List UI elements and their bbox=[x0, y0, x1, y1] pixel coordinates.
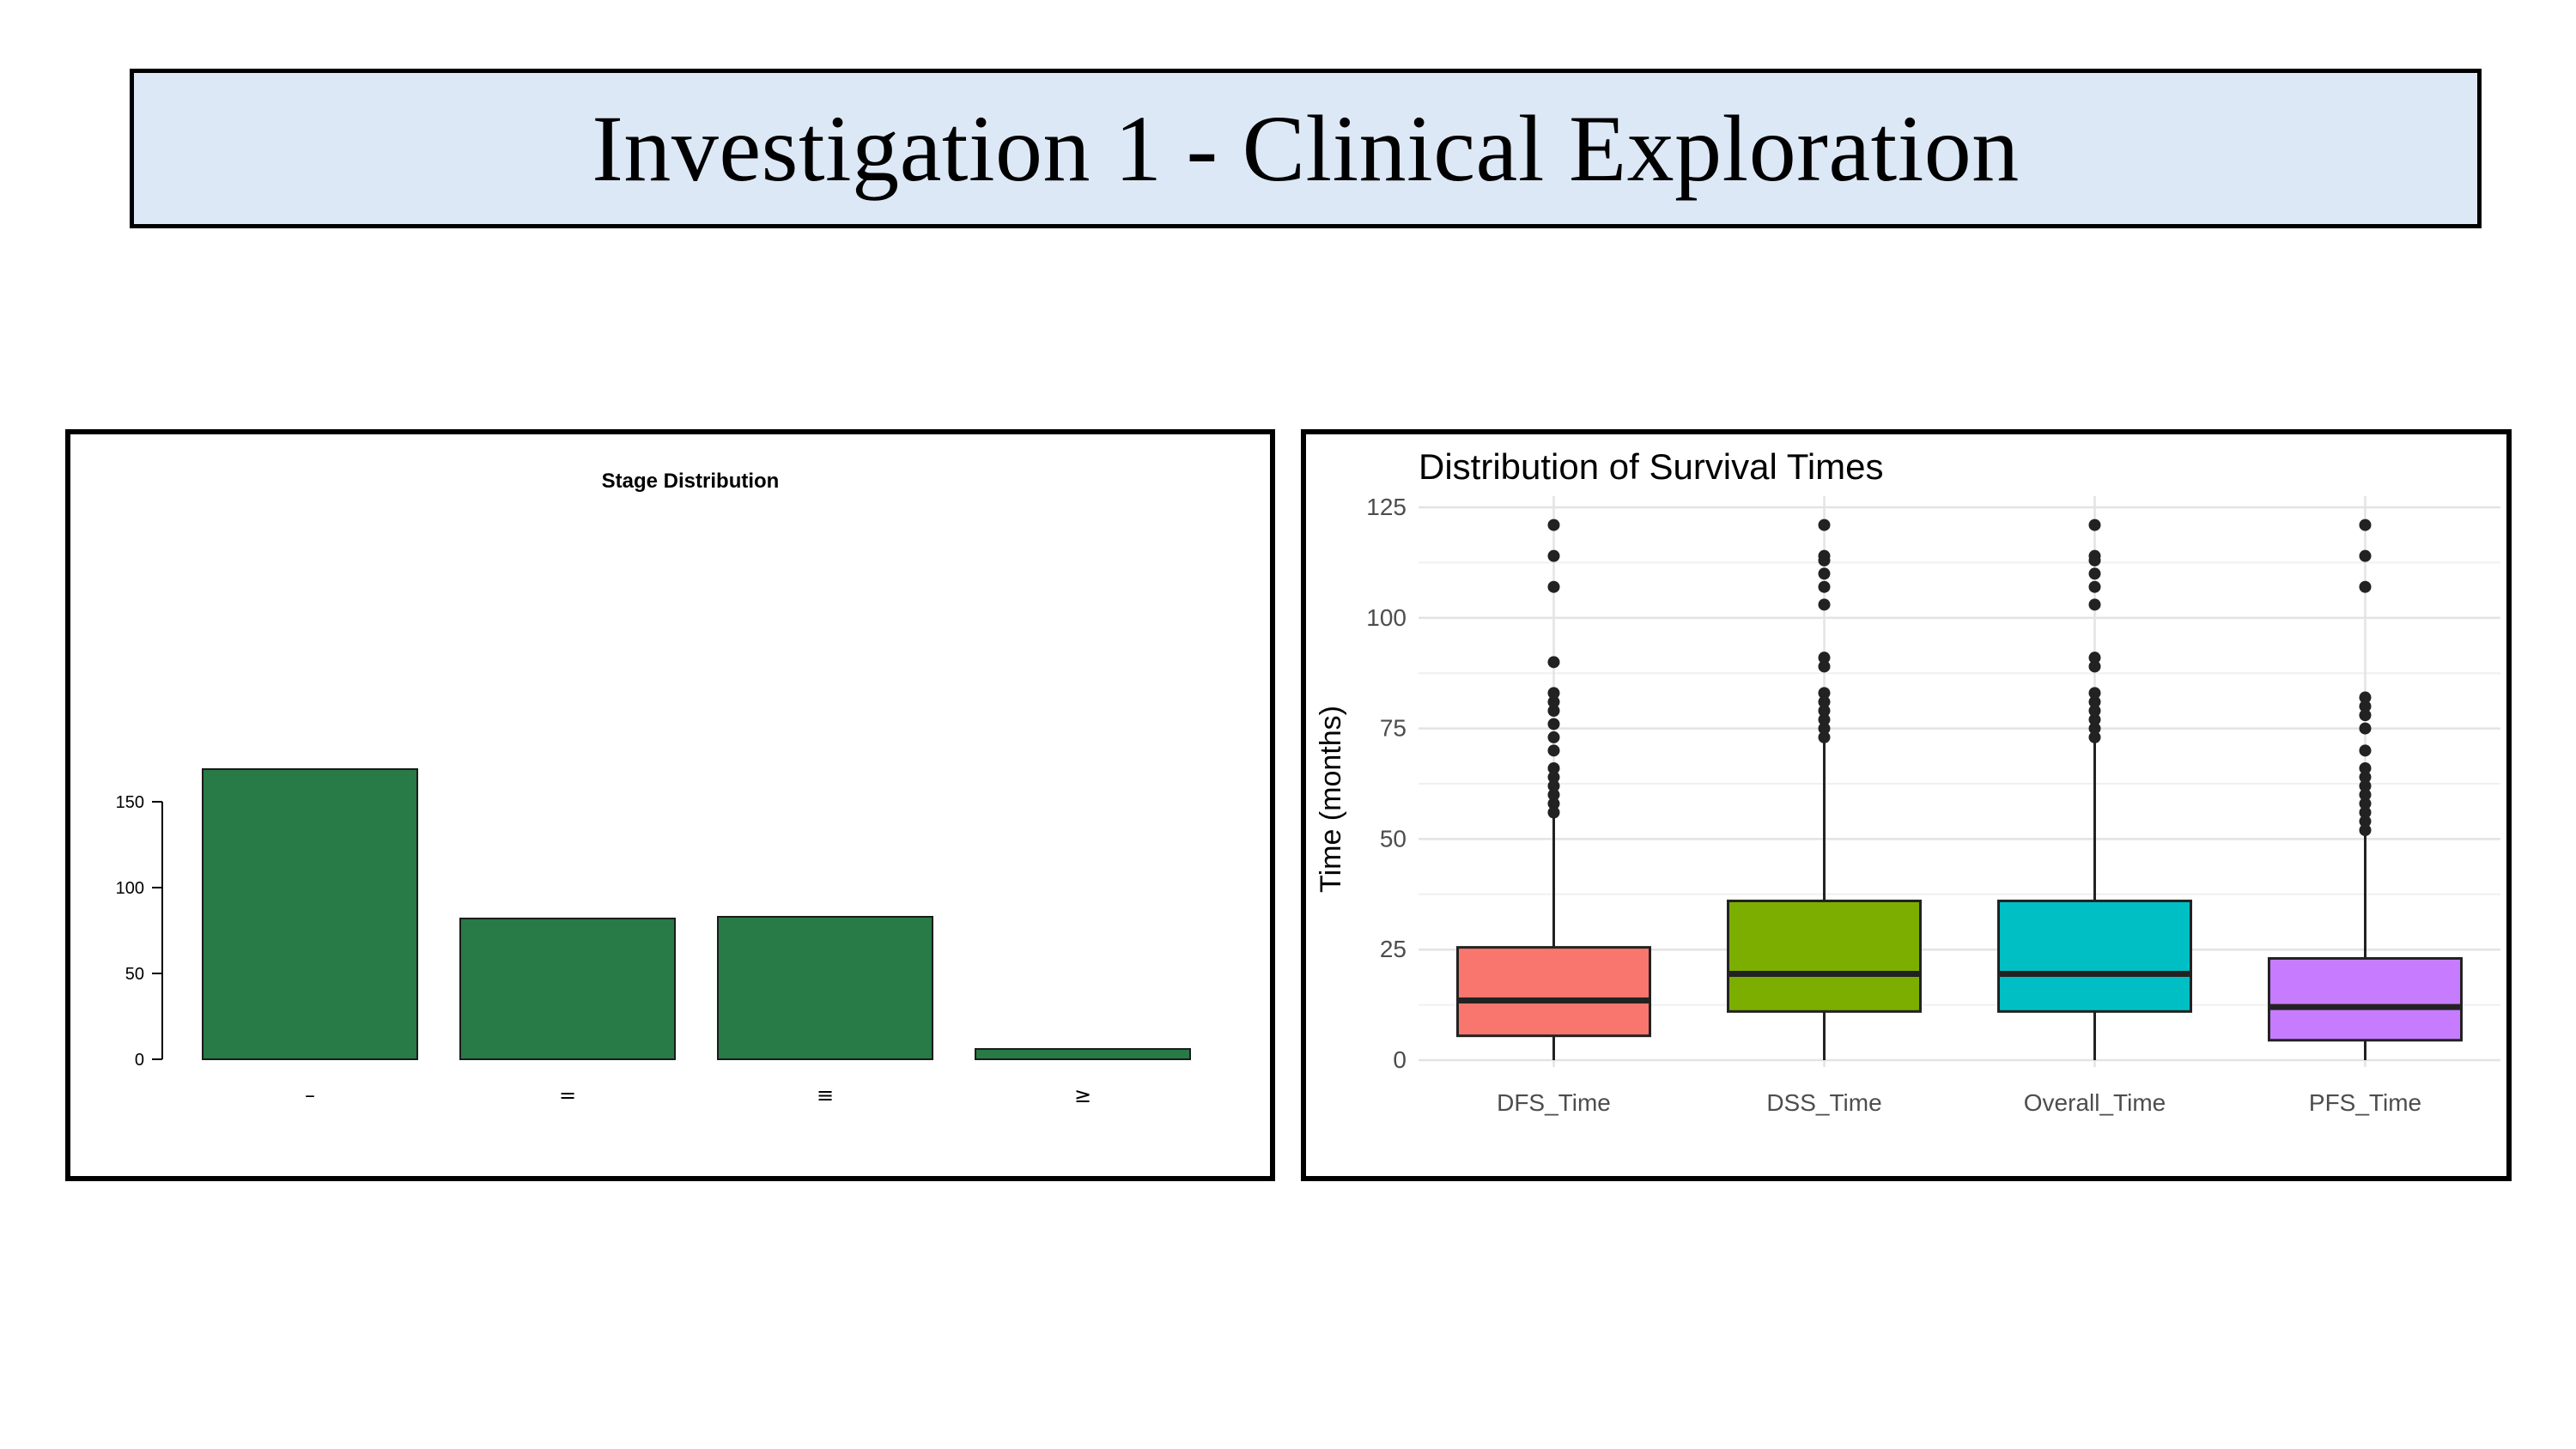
outlier-point bbox=[2088, 704, 2101, 717]
outlier-point bbox=[1547, 731, 1560, 743]
box bbox=[1997, 900, 2192, 1013]
x-tick-label: Overall_Time bbox=[2024, 1089, 2166, 1116]
outlier-point bbox=[1547, 718, 1560, 731]
y-tick-label: 150 bbox=[116, 793, 144, 812]
outlier-point bbox=[1818, 518, 1831, 531]
box bbox=[2268, 957, 2463, 1042]
chart-title: Distribution of Survival Times bbox=[1419, 446, 1884, 487]
box bbox=[1456, 946, 1651, 1038]
outlier-point bbox=[1547, 704, 1560, 717]
x-tick-label: ≡ bbox=[817, 1083, 834, 1107]
outlier-point bbox=[2088, 567, 2101, 580]
x-tick-label: = bbox=[559, 1083, 576, 1107]
stage-distribution-panel: Stage Distribution 0 50 100 150 – = ≡ ≥ bbox=[65, 429, 1275, 1181]
outlier-point bbox=[2359, 700, 2372, 712]
bar bbox=[459, 918, 676, 1060]
bar bbox=[717, 916, 933, 1060]
outlier-point bbox=[1818, 722, 1831, 735]
outlier-point bbox=[2359, 549, 2372, 562]
outlier-point bbox=[1547, 580, 1560, 593]
outlier-point bbox=[1818, 580, 1831, 593]
bar bbox=[202, 768, 418, 1060]
survival-times-panel: 0 25 50 75 100 125 DFS_Time DSS_Time Overall_Tim… bbox=[1301, 429, 2512, 1181]
y-tick-label: 0 bbox=[1393, 1046, 1406, 1073]
outlier-point bbox=[2088, 722, 2101, 735]
outlier-point bbox=[2359, 797, 2372, 810]
outlier-point bbox=[2359, 744, 2372, 757]
outlier-point bbox=[2359, 518, 2372, 531]
outlier-point bbox=[1547, 656, 1560, 669]
bar bbox=[975, 1048, 1191, 1060]
title-banner: Investigation 1 - Clinical Exploration bbox=[130, 69, 2482, 228]
outlier-point bbox=[1547, 779, 1560, 792]
outlier-point bbox=[1547, 761, 1560, 774]
y-tick-label: 0 bbox=[135, 1051, 144, 1070]
outlier-point bbox=[1547, 549, 1560, 562]
outlier-point bbox=[2359, 815, 2372, 828]
outlier-point bbox=[1818, 660, 1831, 673]
outlier-point bbox=[2088, 660, 2101, 673]
outlier-point bbox=[2088, 731, 2101, 743]
survival-times-chart: 0 25 50 75 100 125 DFS_Time DSS_Time Overall_Tim… bbox=[1315, 446, 2500, 1116]
outlier-point bbox=[2359, 771, 2372, 784]
outlier-point bbox=[2359, 806, 2372, 819]
page-title: Investigation 1 - Clinical Exploration bbox=[592, 95, 2020, 201]
outlier-point bbox=[1818, 567, 1831, 580]
x-tick-label: DFS_Time bbox=[1497, 1089, 1611, 1116]
outlier-point bbox=[1818, 687, 1831, 700]
chart-title: Stage Distribution bbox=[602, 470, 780, 493]
outlier-point bbox=[1547, 771, 1560, 784]
outlier-point bbox=[1818, 549, 1831, 562]
outlier-point bbox=[1547, 806, 1560, 819]
outlier-point bbox=[1547, 687, 1560, 700]
outlier-point bbox=[2359, 788, 2372, 801]
outlier-point bbox=[2088, 695, 2101, 708]
outlier-point bbox=[2359, 580, 2372, 593]
outlier-point bbox=[2359, 691, 2372, 704]
outlier-point bbox=[2359, 722, 2372, 735]
outlier-point bbox=[2088, 580, 2101, 593]
outlier-point bbox=[1547, 518, 1560, 531]
y-tick-label: 50 bbox=[125, 965, 144, 984]
box bbox=[1727, 900, 1922, 1013]
outlier-point bbox=[2088, 598, 2101, 611]
y-axis-label: Time (months) bbox=[1315, 706, 1347, 893]
outlier-point bbox=[2088, 652, 2101, 664]
outlier-point bbox=[2088, 549, 2101, 562]
outlier-point bbox=[2359, 779, 2372, 792]
y-tick-label: 125 bbox=[1366, 494, 1406, 520]
y-tick-label: 50 bbox=[1380, 825, 1406, 852]
outlier-point bbox=[1547, 744, 1560, 757]
outlier-point bbox=[2088, 713, 2101, 726]
x-tick-label: DSS_Time bbox=[1766, 1089, 1881, 1116]
stage-distribution-chart: Stage Distribution 0 50 100 150 – = ≡ ≥ bbox=[116, 470, 1191, 1107]
x-tick-label: – bbox=[305, 1083, 315, 1107]
outlier-point bbox=[1818, 598, 1831, 611]
outlier-point bbox=[1547, 695, 1560, 708]
outlier-point bbox=[2359, 709, 2372, 722]
y-tick-label: 100 bbox=[116, 879, 144, 898]
outlier-point bbox=[1818, 695, 1831, 708]
outlier-point bbox=[2359, 761, 2372, 774]
x-tick-label: PFS_Time bbox=[2309, 1089, 2421, 1116]
outlier-point bbox=[1818, 713, 1831, 726]
x-tick-label: ≥ bbox=[1074, 1083, 1091, 1107]
y-tick-label: 25 bbox=[1380, 936, 1406, 962]
outlier-point bbox=[2088, 687, 2101, 700]
outlier-point bbox=[1818, 704, 1831, 717]
outlier-point bbox=[1547, 788, 1560, 801]
outlier-point bbox=[1547, 797, 1560, 810]
outlier-point bbox=[2359, 824, 2372, 837]
outlier-point bbox=[2088, 518, 2101, 531]
y-tick-label: 75 bbox=[1380, 715, 1406, 742]
outlier-point bbox=[1818, 731, 1831, 743]
y-tick-label: 100 bbox=[1366, 604, 1406, 631]
outlier-point bbox=[1818, 652, 1831, 664]
